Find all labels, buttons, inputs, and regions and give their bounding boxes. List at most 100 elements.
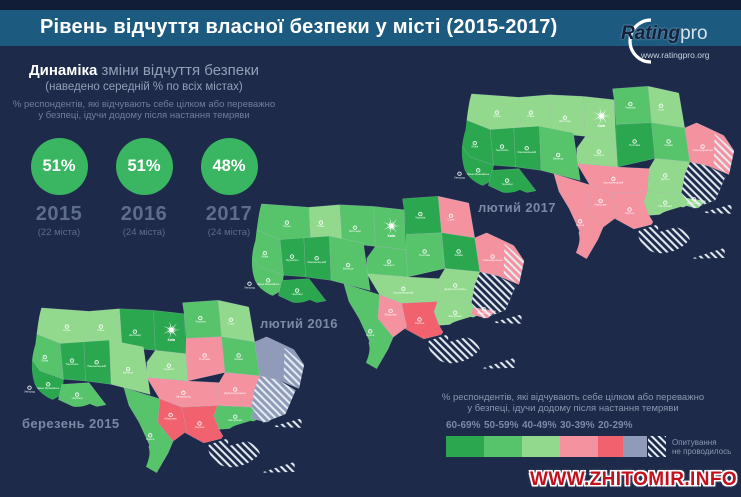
city-dot-zakarpattia — [247, 281, 252, 286]
region-vinnytsia — [329, 235, 371, 291]
panel-subheading: (наведено середній % по всіх містах) — [45, 81, 243, 93]
map-2015: Луцьк Рівне Житомир Київ Чернігів Суми Полтава… — [4, 294, 310, 490]
city-label-poltava: Полтава — [419, 253, 430, 257]
city-label-chernihiv: Чернігів — [415, 216, 426, 220]
region-poltava — [405, 232, 446, 278]
city-dot-vinnytsia — [345, 262, 351, 268]
stat-year-2016: 2016 — [120, 203, 168, 225]
city-dot-chernihiv — [198, 315, 203, 321]
legend-swatches — [446, 436, 636, 457]
city-label-zhytomyr: Житомир — [349, 229, 361, 233]
city-label-lviv: Львів — [261, 255, 268, 259]
city-dot-ivano-frankivsk — [476, 168, 481, 173]
city-dot-ternopil — [69, 358, 75, 363]
legend-bin-label-0: 60-69% — [446, 420, 481, 431]
city-dot-mykolaiv — [388, 308, 393, 314]
city-dot-zakarpattia — [27, 385, 32, 390]
panel-heading: Динаміка зміни відчуття безпеки — [8, 62, 280, 79]
top-strip — [0, 0, 741, 10]
city-label-ternopil: Тернопіль — [286, 258, 300, 262]
city-dot-kirovohrad — [611, 176, 616, 182]
city-dot-poltava — [422, 249, 427, 254]
city-dot-volyn — [284, 220, 290, 225]
map-svg-2017: Луцьк Рівне Житомир Київ Чернігів Суми Полтава… — [454, 83, 735, 260]
panel-heading-bold: Динаміка — [28, 62, 98, 79]
legend-no-survey-hatch-icon — [648, 436, 666, 457]
city-label-sumy: Суми — [228, 321, 235, 325]
city-dot-mariupol — [691, 197, 697, 202]
legend-swatch-0 — [446, 436, 484, 457]
logo-site-url: www.ratingpro.org — [641, 50, 710, 60]
city-label-kharkiv: Харків — [234, 357, 243, 361]
city-dot-sumy — [228, 317, 234, 322]
city-dot-dnipro — [233, 387, 238, 392]
legend-swatch-3 — [560, 436, 598, 457]
region-poltava — [615, 122, 656, 168]
city-label-kirovohrad: Кропивницький — [603, 180, 623, 184]
city-dot-lviv — [262, 250, 267, 256]
city-dot-zhytomyr — [352, 225, 358, 230]
city-label-volyn: Луцьк — [283, 224, 291, 228]
city-dot-kherson — [627, 207, 632, 212]
city-label-rivne: Рівне — [527, 114, 535, 118]
city-dot-chernihiv — [628, 101, 633, 107]
city-label-chernivtsi: Чернівці — [292, 292, 303, 296]
city-label-zhytomyr: Житомир — [129, 333, 141, 337]
city-dot-luhansk — [490, 254, 495, 259]
legend-swatch-1 — [484, 436, 522, 457]
stat-2016: 51% 2016 (24 міста) — [109, 138, 179, 238]
city-dot-luhansk — [700, 144, 705, 149]
city-label-chernivtsi: Чернівці — [502, 182, 513, 186]
stat-year-2017: 2017 — [205, 203, 253, 225]
city-label-zakarpattia: Ужгород — [244, 285, 255, 289]
city-label-zakarpattia: Ужгород — [454, 175, 465, 179]
city-label-vinnytsia: Вінниця — [343, 267, 354, 271]
city-label-poltava: Полтава — [629, 143, 640, 147]
legend-bin-labels: 60-69% 50-59% 40-49% 30-39% 20-29% — [446, 420, 646, 431]
city-label-dnipro: Дніпропетровськ — [444, 287, 466, 291]
city-label-kharkiv: Харків — [664, 143, 673, 147]
city-label-chernihiv: Чернігів — [625, 106, 636, 110]
region-poltava — [185, 336, 226, 382]
city-dot-zhytomyr — [562, 115, 568, 120]
city-label-odesa: Одеса — [366, 333, 375, 337]
city-dot-chernivtsi — [504, 178, 510, 183]
region-odesa — [123, 387, 174, 474]
legend-no-survey-label: Опитування не проводилось — [672, 438, 731, 456]
city-dot-cherkasy — [386, 259, 392, 264]
stat-cities-2017: (24 міста) — [207, 227, 251, 238]
city-dot-lviv — [42, 354, 47, 360]
map-2015-wave-label: березень 2015 — [22, 416, 120, 431]
city-dot-khmelnytskyi — [314, 256, 319, 261]
city-dot-lviv — [472, 140, 477, 146]
city-dot-ternopil — [499, 144, 505, 149]
city-label-sumy: Суми — [658, 107, 665, 111]
city-label-kyiv: Київ — [598, 124, 606, 128]
city-label-rivne: Рівне — [317, 224, 325, 228]
title-banner: Рівень відчуття власної безпеки у місті … — [0, 10, 741, 46]
city-label-zakarpattia: Ужгород — [24, 389, 35, 393]
city-dot-khmelnytskyi — [524, 146, 529, 151]
city-label-luhansk: Сєвєродонецьк — [693, 148, 714, 152]
city-label-kharkiv: Харків — [454, 253, 463, 257]
legend-note: % респондентів, які відчувають себе цілк… — [408, 392, 738, 414]
legend-bin-label-4: 20-29% — [598, 420, 633, 431]
stat-2015: 51% 2015 (22 міста) — [24, 138, 94, 238]
stat-2017: 48% 2017 (24 міста) — [194, 138, 264, 238]
map-2017: Луцьк Рівне Житомир Київ Чернігів Суми Полтава… — [434, 80, 740, 276]
map-2017-wave-label: лютий 2017 — [478, 200, 556, 215]
city-dot-sumy — [658, 103, 664, 108]
city-label-cherkasy: Черкаси — [164, 367, 175, 371]
stat-circle-2016: 51% — [115, 138, 173, 195]
city-label-kherson: Херсон — [195, 425, 205, 429]
stat-circle-2015: 51% — [30, 138, 88, 195]
city-label-chernihiv: Чернігів — [195, 320, 206, 324]
city-label-mykolaiv: Миколаїв — [385, 313, 398, 317]
city-dot-poltava — [202, 353, 207, 358]
city-dot-dnipro — [453, 283, 458, 288]
city-label-odesa: Одеса — [146, 437, 155, 441]
city-dot-odesa — [578, 219, 583, 224]
city-label-chernivtsi: Чернівці — [72, 396, 83, 400]
city-label-zaporizhzhia: Запоріжжя — [228, 418, 242, 422]
city-dot-kherson — [197, 421, 202, 426]
